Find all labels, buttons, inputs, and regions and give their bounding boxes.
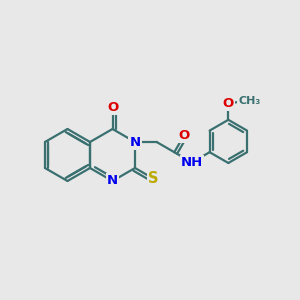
Text: CH₃: CH₃ — [238, 96, 260, 106]
Text: O: O — [107, 101, 118, 114]
Text: O: O — [223, 97, 234, 110]
Text: S: S — [148, 171, 159, 186]
Text: N: N — [130, 136, 141, 148]
Text: N: N — [107, 175, 118, 188]
Text: O: O — [178, 129, 190, 142]
Text: NH: NH — [181, 156, 203, 169]
